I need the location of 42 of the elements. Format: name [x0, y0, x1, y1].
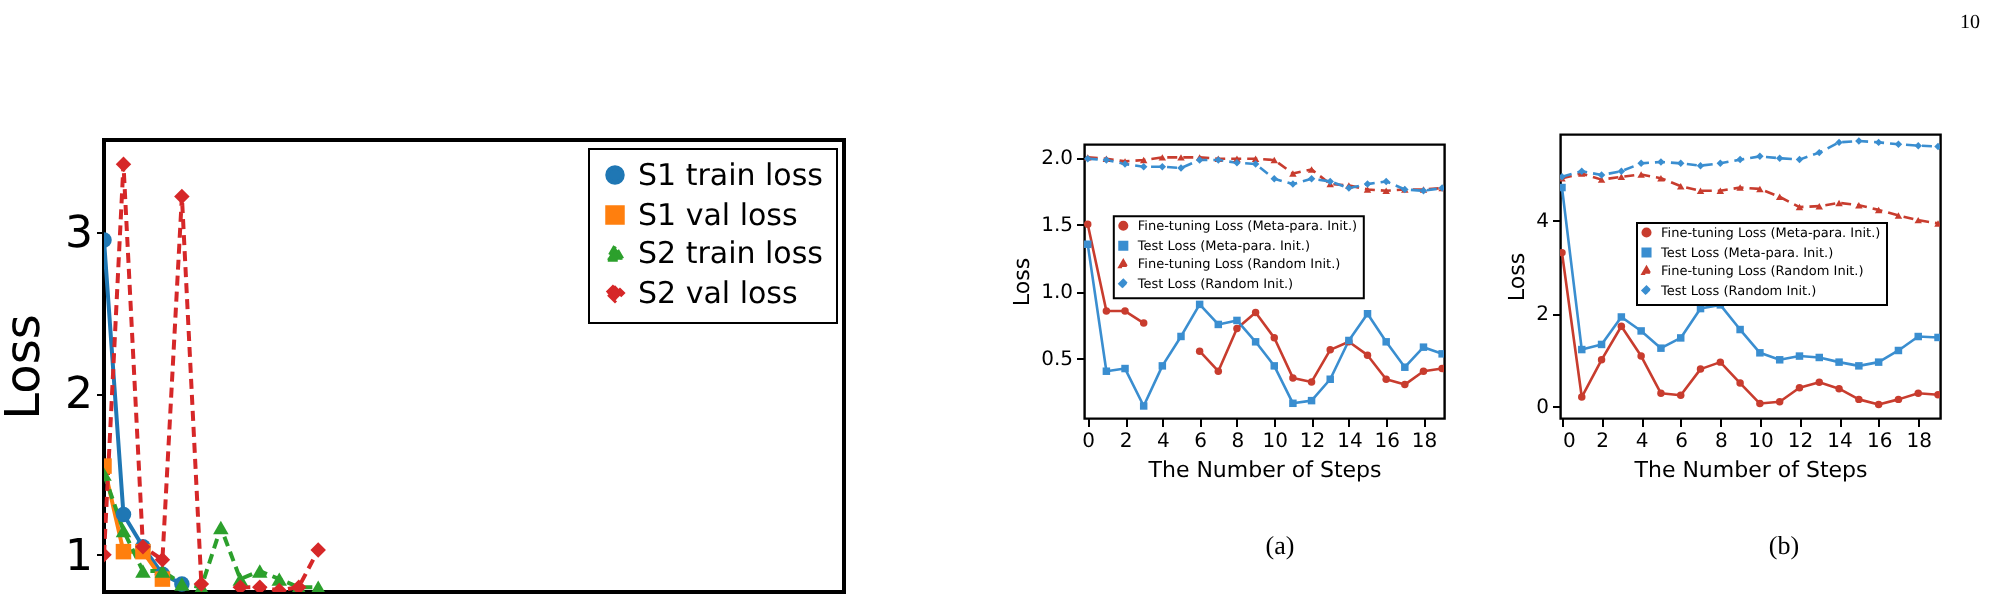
text: (a) [1263, 530, 1297, 562]
x-tick-label: 14 [1337, 431, 1363, 453]
x-tick-label: 8 [1714, 431, 1728, 453]
x-tick-label: 4 [1635, 431, 1649, 453]
x-tick-label: 12 [1787, 431, 1814, 453]
x-tick-label: 6 [1675, 431, 1689, 453]
legend-label: S2 train loss [638, 235, 824, 271]
x-tick-label: 6 [1194, 431, 1208, 453]
y-tick-label: 4 [1536, 211, 1549, 234]
x-tick-label: 2 [1119, 431, 1133, 453]
x-tick-label: 18 [1411, 431, 1438, 453]
y-axis-title: Loss [0, 314, 52, 420]
x-tick-label: 10 [1262, 431, 1288, 453]
y-tick-label: 2 [1536, 304, 1549, 327]
x-tick-label: 12 [1299, 431, 1326, 453]
y-tick-label: 1 [65, 531, 93, 582]
x-tick-label: 2 [1596, 431, 1609, 453]
x-tick-label: 16 [1374, 431, 1400, 453]
x-tick-label: 10 [1748, 431, 1774, 453]
x-axis-title: The Number of Steps [1632, 457, 1869, 483]
x-axis-title: The Number of Steps [1146, 457, 1383, 483]
text: (b) [1766, 530, 1802, 562]
y-tick-label: 2.0 [1041, 148, 1073, 171]
x-tick-label: 18 [1906, 431, 1932, 453]
text: 10 [1960, 12, 1980, 34]
y-tick-label: 0.5 [1041, 348, 1073, 371]
y-tick-label: 0 [1536, 397, 1549, 420]
x-tick-label: 0 [1082, 431, 1096, 453]
x-tick-label: 16 [1866, 431, 1893, 453]
x-tick-label: 14 [1827, 431, 1853, 453]
x-tick-label: 0 [1562, 431, 1576, 453]
legend-label: S1 val loss [638, 197, 798, 233]
y-axis-title: Loss [1504, 252, 1531, 302]
y-axis-title: Loss [1009, 257, 1036, 307]
x-tick-label: 4 [1156, 431, 1170, 453]
legend-label: S1 train loss [638, 157, 824, 193]
legend-label: S2 val loss [638, 275, 798, 311]
y-tick-label: 3 [65, 209, 93, 260]
y-tick-label: 2 [65, 370, 93, 421]
x-tick-label: 8 [1231, 431, 1245, 453]
y-tick-label: 1.0 [1041, 282, 1073, 305]
y-tick-label: 1.5 [1041, 215, 1073, 238]
